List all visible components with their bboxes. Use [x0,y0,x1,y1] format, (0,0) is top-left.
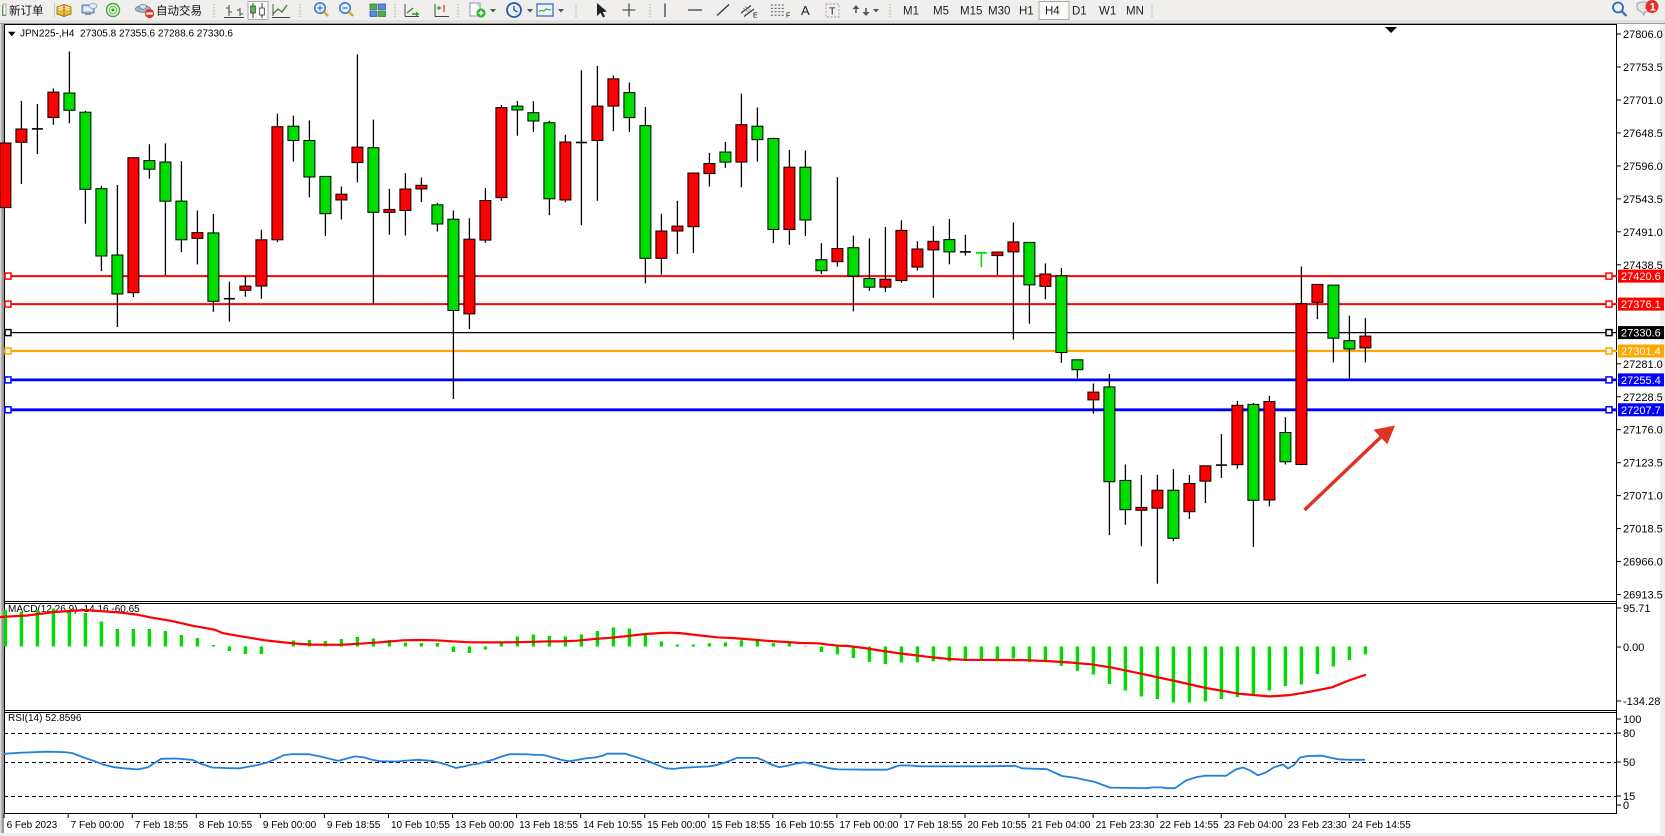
svg-text:27701.0: 27701.0 [1623,95,1663,107]
svg-text:M1: M1 [903,6,919,18]
svg-text:W1: W1 [1099,6,1116,18]
svg-text:MN: MN [1126,6,1144,18]
svg-text:7 Feb 00:00: 7 Feb 00:00 [71,820,125,831]
svg-text:27491.0: 27491.0 [1623,227,1663,239]
svg-text:15: 15 [1623,791,1635,803]
svg-text:13 Feb 00:00: 13 Feb 00:00 [455,820,514,831]
svg-text:JPN225-,H4 27305.8 27355.6 27: JPN225-,H4 27305.8 27355.6 27288.6 27330… [20,29,233,40]
svg-text:9 Feb 00:00: 9 Feb 00:00 [263,820,317,831]
svg-text:27123.5: 27123.5 [1623,458,1663,470]
svg-text:27543.5: 27543.5 [1623,194,1663,206]
svg-text:M15: M15 [960,6,982,18]
svg-text:26966.0: 26966.0 [1623,557,1663,569]
svg-text:27806.0: 27806.0 [1623,29,1663,41]
svg-text:23 Feb 23:30: 23 Feb 23:30 [1288,820,1347,831]
svg-text:16 Feb 10:55: 16 Feb 10:55 [775,820,834,831]
svg-text:15 Feb 00:00: 15 Feb 00:00 [647,820,706,831]
svg-text:27018.5: 27018.5 [1623,524,1663,536]
svg-text:22 Feb 14:55: 22 Feb 14:55 [1160,820,1219,831]
svg-text:95.71: 95.71 [1623,603,1651,615]
svg-text:27753.5: 27753.5 [1623,62,1663,74]
svg-text:17 Feb 18:55: 17 Feb 18:55 [903,820,962,831]
svg-text:10 Feb 10:55: 10 Feb 10:55 [391,820,450,831]
svg-text:6 Feb 2023: 6 Feb 2023 [7,820,58,831]
svg-text:27596.0: 27596.0 [1623,161,1663,173]
svg-text:-134.28: -134.28 [1623,696,1660,708]
svg-text:100: 100 [1623,714,1641,726]
svg-text:F: F [786,13,790,20]
svg-text:E: E [753,13,758,20]
svg-text:17 Feb 00:00: 17 Feb 00:00 [839,820,898,831]
svg-text:1: 1 [1650,2,1656,14]
svg-text:14 Feb 10:55: 14 Feb 10:55 [583,820,642,831]
svg-text:27071.0: 27071.0 [1623,491,1663,503]
svg-text:27228.5: 27228.5 [1623,392,1663,404]
svg-text:RSI(14) 52.8596: RSI(14) 52.8596 [8,713,82,724]
svg-text:D1: D1 [1072,6,1087,18]
svg-text:H1: H1 [1019,6,1034,18]
svg-text:23 Feb 04:00: 23 Feb 04:00 [1224,820,1283,831]
svg-text:8 Feb 10:55: 8 Feb 10:55 [199,820,253,831]
svg-text:50: 50 [1623,757,1635,769]
svg-text:MACD(12,26,9) -14.16 -60.65: MACD(12,26,9) -14.16 -60.65 [8,604,140,615]
svg-text:A: A [801,3,810,18]
svg-text:27438.5: 27438.5 [1623,260,1663,272]
svg-text:27301.4: 27301.4 [1621,346,1661,358]
svg-text:15 Feb 18:55: 15 Feb 18:55 [711,820,770,831]
svg-text:H4: H4 [1045,6,1060,18]
svg-text:27330.6: 27330.6 [1621,328,1661,340]
svg-text:0.00: 0.00 [1623,642,1644,654]
svg-text:27207.7: 27207.7 [1621,405,1661,417]
svg-text:T: T [829,6,836,18]
svg-text:80: 80 [1623,728,1635,740]
svg-text:26913.5: 26913.5 [1623,590,1663,602]
svg-text:M30: M30 [988,6,1010,18]
svg-text:7 Feb 18:55: 7 Feb 18:55 [135,820,189,831]
svg-text:9 Feb 18:55: 9 Feb 18:55 [327,820,381,831]
svg-text:27176.0: 27176.0 [1623,425,1663,437]
svg-text:21 Feb 04:00: 21 Feb 04:00 [1032,820,1091,831]
svg-text:24 Feb 14:55: 24 Feb 14:55 [1352,820,1411,831]
svg-text:27420.6: 27420.6 [1621,271,1661,283]
svg-text:27281.0: 27281.0 [1623,359,1663,371]
svg-text:27376.1: 27376.1 [1621,299,1661,311]
svg-text:27648.5: 27648.5 [1623,128,1663,140]
svg-text:20 Feb 10:55: 20 Feb 10:55 [968,820,1027,831]
svg-text:21 Feb 23:30: 21 Feb 23:30 [1096,820,1155,831]
svg-text:13 Feb 18:55: 13 Feb 18:55 [519,820,578,831]
svg-text:0: 0 [1623,800,1629,812]
svg-text:新订单: 新订单 [9,4,44,18]
svg-text:M5: M5 [933,6,949,18]
svg-text:27255.4: 27255.4 [1621,375,1661,387]
svg-text:自动交易: 自动交易 [156,4,202,18]
